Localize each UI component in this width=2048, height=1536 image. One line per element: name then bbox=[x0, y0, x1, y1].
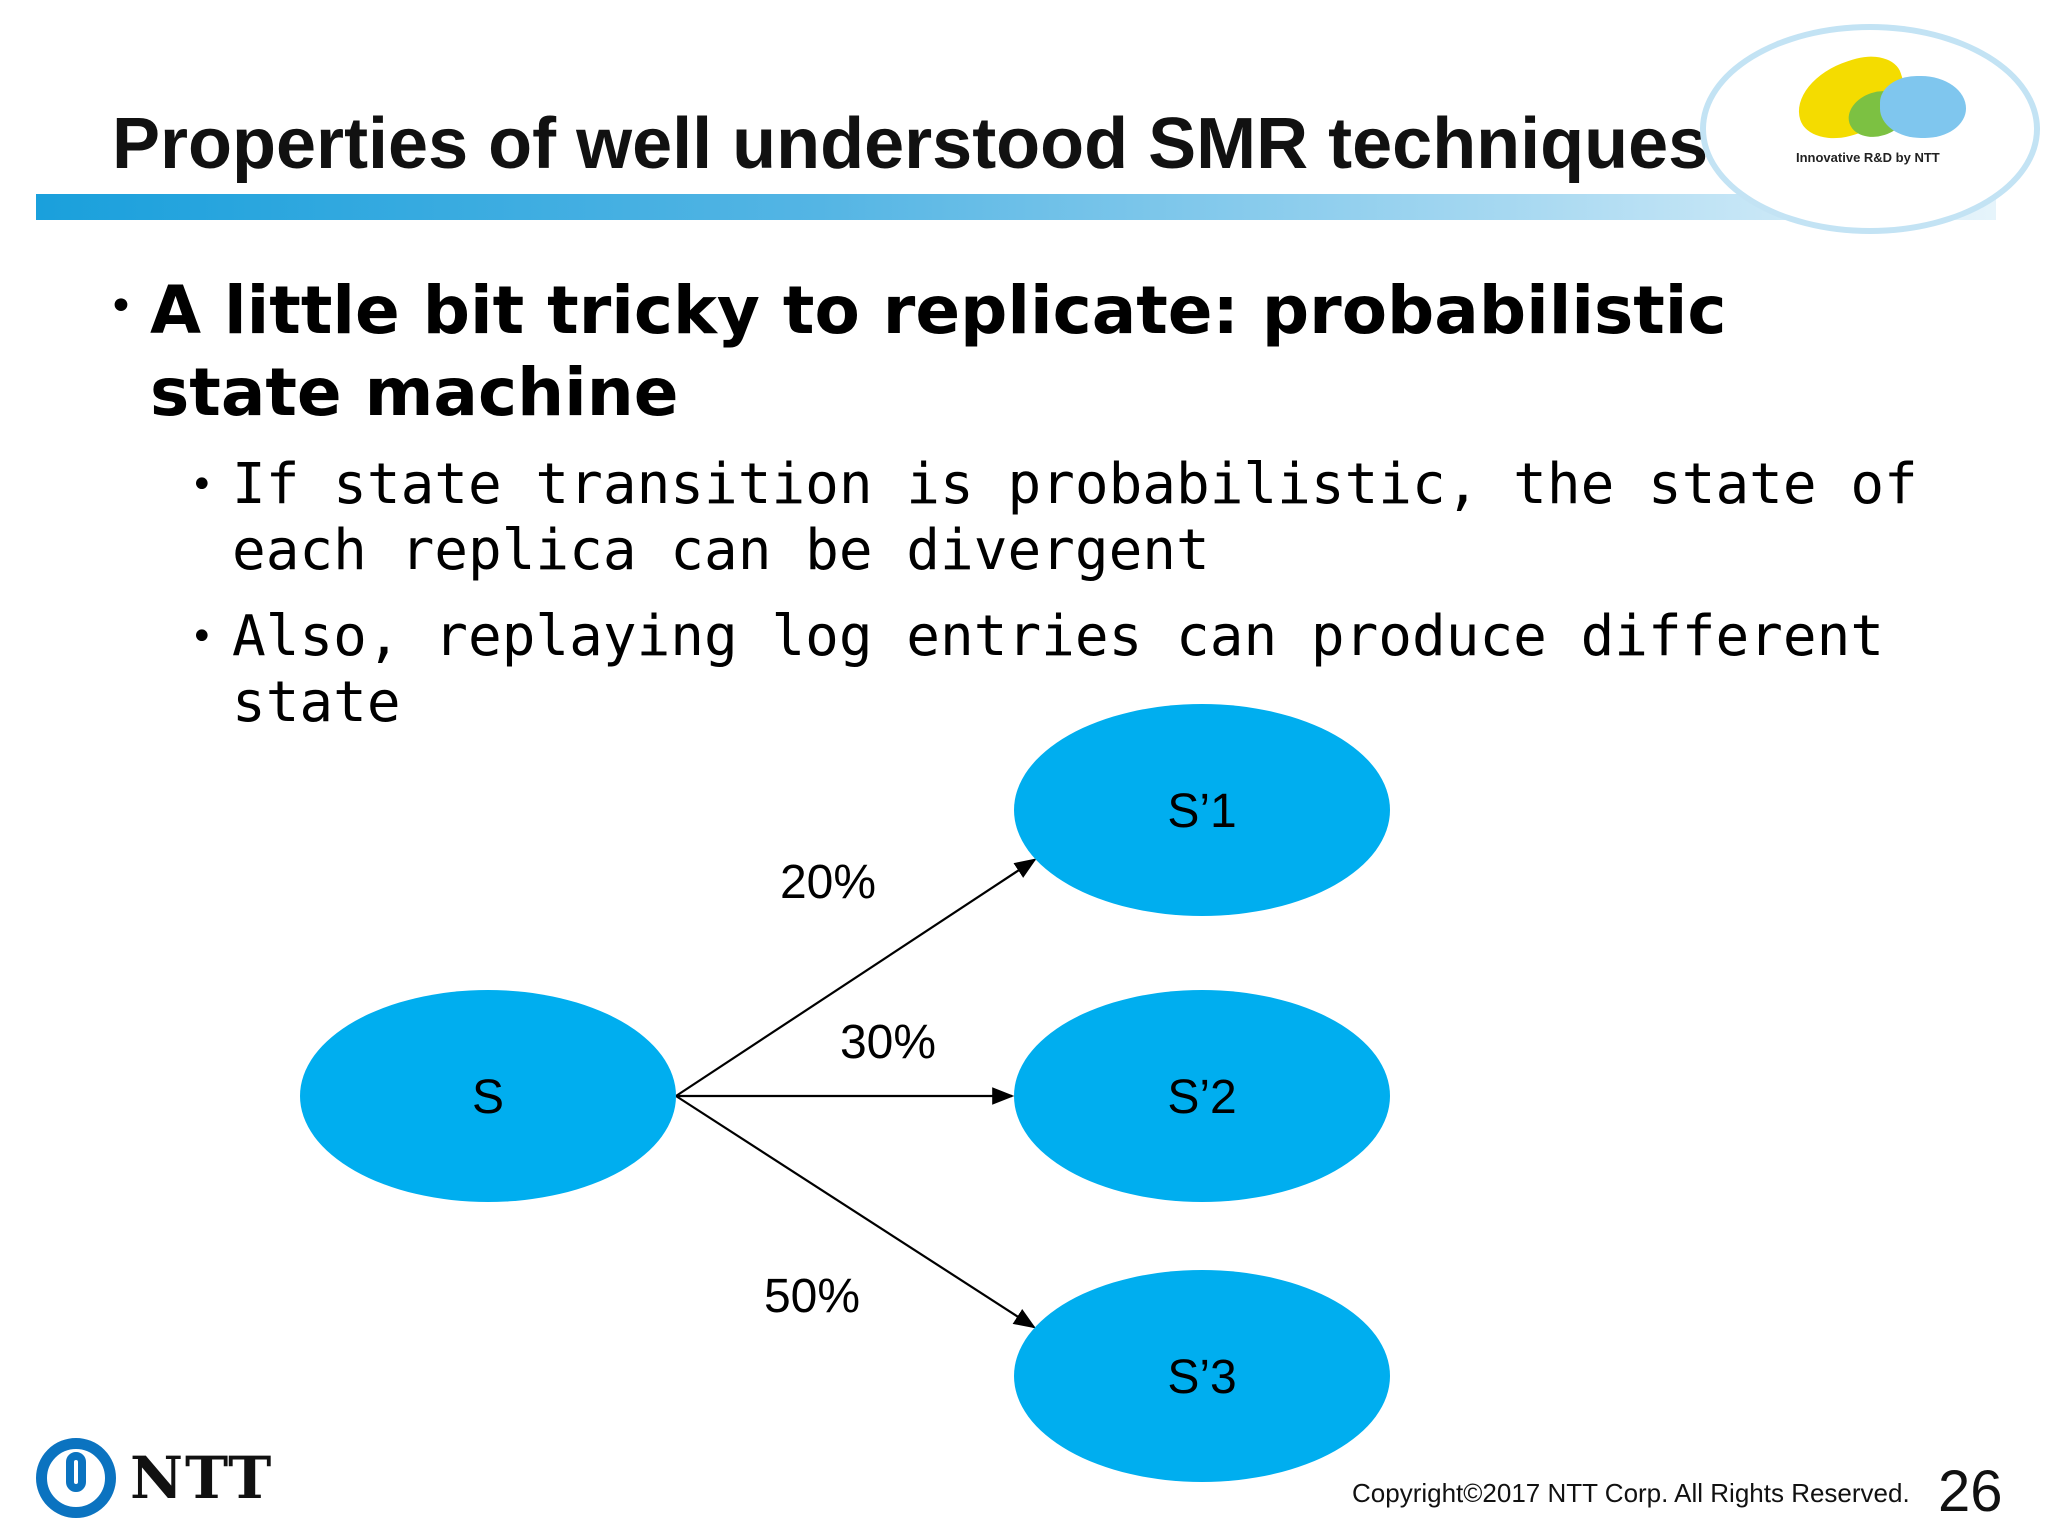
bullet-dot-icon: • bbox=[190, 462, 214, 508]
state-node-s3 bbox=[1014, 1270, 1390, 1482]
transition-probability-label: 20% bbox=[780, 856, 876, 909]
transition-probability-label: 50% bbox=[764, 1270, 860, 1323]
logo-tagline: Innovative R&D by NTT bbox=[1796, 150, 1940, 165]
state-node-label: S’3 bbox=[1167, 1351, 1236, 1404]
state-node-label: S’1 bbox=[1167, 785, 1236, 838]
sub-bullet-text: Also, replaying log entries can produce … bbox=[232, 604, 1885, 735]
title-underline-bar bbox=[36, 194, 1996, 220]
ntt-wordmark: NTT bbox=[130, 1444, 274, 1512]
sub-bullet: • Also, replaying log entries can produc… bbox=[190, 604, 1950, 736]
bullet-dot-icon: • bbox=[190, 614, 214, 660]
page-number: 26 bbox=[1938, 1459, 2003, 1524]
transition-arrow-s-to-s1 bbox=[675, 858, 1037, 1097]
copyright-notice: Copyright©2017 NTT Corp. All Rights Rese… bbox=[1352, 1478, 1910, 1508]
state-node-s2 bbox=[1014, 990, 1390, 1202]
sub-bullet: • If state transition is probabilistic, … bbox=[190, 452, 1950, 584]
bullet-dot-icon: • bbox=[108, 281, 134, 332]
main-bullet: • A little bit tricky to replicate: prob… bbox=[108, 270, 1938, 434]
logo-blue-swirl-icon bbox=[1880, 76, 1966, 138]
logo-ring-icon bbox=[1700, 24, 2040, 234]
slide-title: Properties of well understood SMR techni… bbox=[112, 104, 1709, 184]
state-node-label: S bbox=[472, 1071, 504, 1124]
state-node-s bbox=[300, 990, 676, 1202]
state-node-label: S’2 bbox=[1167, 1071, 1236, 1124]
main-bullet-text: A little bit tricky to replicate: probab… bbox=[150, 272, 1727, 431]
transition-arrow-s-to-s3 bbox=[675, 1095, 1036, 1329]
sub-bullet-text: If state transition is probabilistic, th… bbox=[232, 452, 1918, 583]
state-node-s1 bbox=[1014, 704, 1390, 916]
ntt-logo-inner-icon bbox=[66, 1452, 86, 1492]
ntt-logo-icon bbox=[36, 1438, 116, 1518]
transition-probability-label: 30% bbox=[840, 1016, 936, 1069]
